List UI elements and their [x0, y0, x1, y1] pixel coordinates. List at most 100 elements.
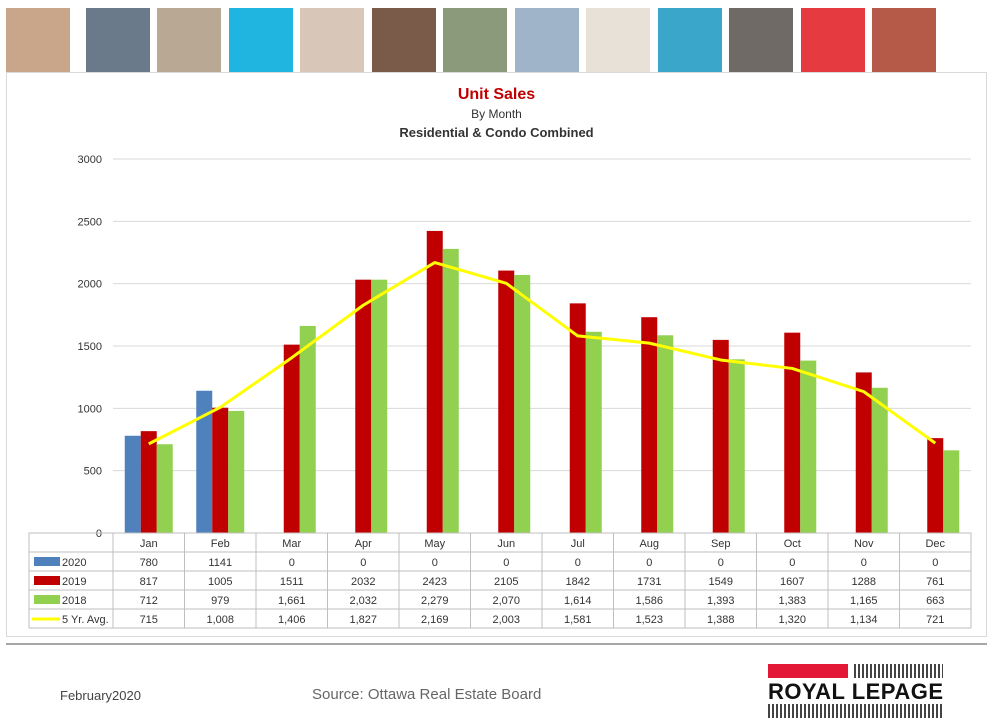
signing-photo	[515, 8, 579, 72]
logo-red-bar	[768, 664, 848, 678]
bar-2019-jul	[569, 303, 586, 533]
data-label: 1,614	[564, 595, 592, 607]
bar-2019-jun	[498, 270, 515, 533]
x-tick-label: Aug	[639, 538, 659, 550]
y-tick-label: 3000	[78, 154, 102, 166]
data-label: 1549	[709, 576, 733, 588]
bar-2020-feb	[196, 390, 213, 533]
beige-tile	[586, 8, 650, 72]
logo-stripes-bottom	[768, 704, 943, 718]
data-label: 1005	[208, 576, 232, 588]
bar-2019-may	[426, 230, 443, 533]
data-label: 0	[718, 557, 724, 569]
data-label: 1842	[566, 576, 590, 588]
y-tick-label: 1000	[78, 403, 102, 415]
couple-house-photo	[157, 8, 221, 72]
data-label: 2105	[494, 576, 518, 588]
data-label: 780	[140, 557, 158, 569]
data-label: 761	[926, 576, 944, 588]
y-tick-label: 2000	[78, 279, 102, 291]
bar-2018-sep	[728, 359, 745, 533]
data-label: 1731	[637, 576, 661, 588]
data-label: 2032	[351, 576, 375, 588]
data-label: 817	[140, 576, 158, 588]
bar-2018-dec	[943, 450, 960, 533]
data-label: 1288	[852, 576, 876, 588]
data-label: 1,383	[778, 595, 806, 607]
x-tick-label: Oct	[784, 538, 801, 550]
bar-2019-apr	[355, 279, 372, 533]
legend-swatch-2020	[34, 557, 60, 566]
chart-subtitle: By Month	[471, 107, 522, 121]
red-tile	[801, 8, 865, 72]
chart-subtitle-2: Residential & Condo Combined	[399, 125, 594, 140]
legend-label: 5 Yr. Avg.	[62, 614, 109, 626]
data-label: 0	[289, 557, 295, 569]
data-label: 1,393	[707, 595, 735, 607]
data-label: 2,032	[349, 595, 377, 607]
legend-swatch-2018	[34, 595, 60, 604]
bar-2020-jan	[124, 435, 141, 533]
data-label: 1,134	[850, 614, 878, 626]
data-label: 663	[926, 595, 944, 607]
data-label: 715	[140, 614, 158, 626]
data-label: 1,581	[564, 614, 592, 626]
bar-2019-dec	[927, 438, 944, 533]
footer-divider	[6, 643, 987, 645]
data-label: 712	[140, 595, 158, 607]
bar-2019-aug	[641, 317, 658, 533]
data-label: 2,003	[492, 614, 520, 626]
bar-2018-may	[442, 248, 459, 533]
footer-date: February2020	[60, 688, 141, 703]
legend-swatch-2019	[34, 576, 60, 585]
bar-2019-oct	[784, 332, 801, 533]
y-tick-label: 500	[84, 466, 102, 478]
x-tick-label: Sep	[711, 538, 731, 550]
x-tick-label: May	[424, 538, 445, 550]
y-tick-label: 2500	[78, 216, 102, 228]
data-label: 2,070	[492, 595, 520, 607]
data-label: 0	[432, 557, 438, 569]
x-tick-label: Dec	[925, 538, 945, 550]
legend-label: 2018	[62, 595, 86, 607]
data-label: 1141	[208, 557, 232, 569]
photo-strip	[0, 0, 993, 76]
data-label: 1,661	[278, 595, 306, 607]
chart-svg: 0 500 1000 1500 2000 2500 3000 Jan Feb Mar Apr May J…	[28, 154, 972, 629]
line-5yr-avg	[148, 261, 937, 446]
data-label: 1,406	[278, 614, 306, 626]
cyan-tile	[229, 8, 293, 72]
data-label: 1,827	[349, 614, 377, 626]
y-tick-label: 0	[96, 528, 102, 540]
data-label: 1,008	[206, 614, 234, 626]
y-tick-label: 1500	[78, 341, 102, 353]
data-table-border	[28, 532, 972, 629]
phone-hands-photo	[86, 8, 150, 72]
x-tick-label: Feb	[211, 538, 230, 550]
data-label: 2,279	[421, 595, 449, 607]
data-label: 721	[926, 614, 944, 626]
x-tick-label: Nov	[854, 538, 874, 550]
bar-2018-nov	[871, 387, 888, 533]
data-label: 0	[861, 557, 867, 569]
bar-2019-nov	[855, 372, 872, 533]
couple-photo	[372, 8, 436, 72]
family-photo	[6, 8, 70, 72]
chart-title: Unit Sales	[457, 86, 536, 103]
x-tick-label: Jul	[571, 538, 585, 550]
house-photo	[443, 8, 507, 72]
bar-2018-jul	[585, 331, 602, 533]
pool-child-photo	[658, 8, 722, 72]
data-label: 0	[503, 557, 509, 569]
bar-2018-jan	[156, 444, 173, 533]
data-label: 0	[932, 557, 938, 569]
data-label: 0	[789, 557, 795, 569]
data-label: 1511	[280, 576, 304, 588]
father-child-photo	[872, 8, 936, 72]
data-label: 1,320	[778, 614, 806, 626]
bar-2018-feb	[228, 410, 245, 533]
footer-source: Source: Ottawa Real Estate Board	[312, 686, 542, 703]
data-label: 1,165	[850, 595, 878, 607]
legend-label: 2020	[62, 557, 86, 569]
data-label: 1,523	[635, 614, 663, 626]
